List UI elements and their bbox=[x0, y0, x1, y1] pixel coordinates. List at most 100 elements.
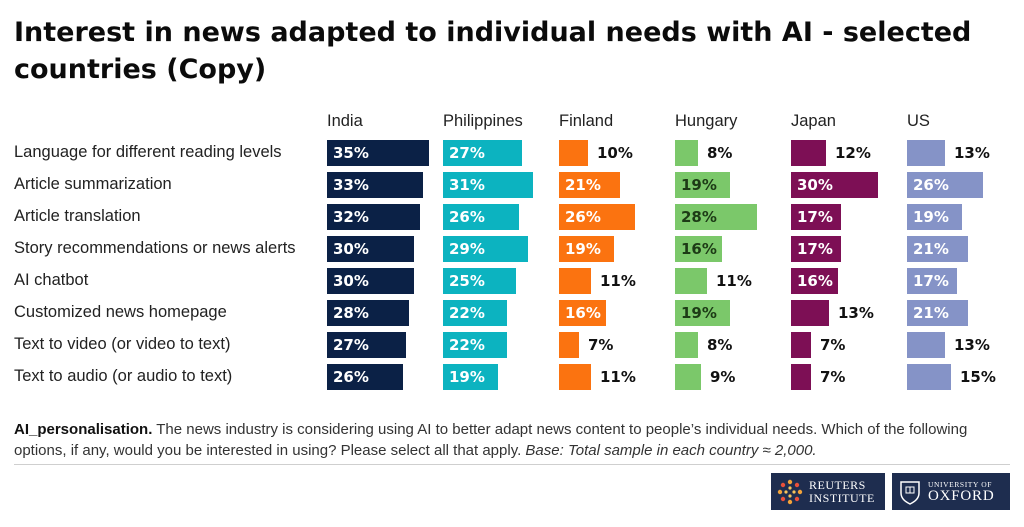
footer-divider bbox=[14, 464, 1010, 465]
bar bbox=[907, 268, 957, 294]
bar bbox=[443, 300, 507, 326]
chart-title: Interest in news adapted to individual n… bbox=[14, 17, 972, 85]
bar bbox=[443, 236, 528, 262]
bar bbox=[907, 140, 945, 166]
bar bbox=[907, 364, 951, 390]
value-label: 29% bbox=[449, 240, 485, 258]
value-label: 33% bbox=[333, 176, 369, 194]
value-label: 11% bbox=[600, 272, 636, 290]
bar bbox=[327, 268, 414, 294]
oxford-line1: UNIVERSITY OF bbox=[928, 479, 992, 489]
value-label: 11% bbox=[716, 272, 752, 290]
bar bbox=[675, 332, 698, 358]
value-label: 27% bbox=[449, 144, 485, 162]
bar bbox=[559, 172, 620, 198]
bar bbox=[327, 300, 409, 326]
bar bbox=[559, 332, 579, 358]
value-label: 28% bbox=[333, 304, 369, 322]
value-label: 15% bbox=[960, 368, 996, 386]
value-label: 17% bbox=[913, 272, 949, 290]
category-label: Article translation bbox=[14, 207, 141, 225]
chart-note: AI_personalisation. The news industry is… bbox=[14, 419, 1004, 461]
bar bbox=[791, 204, 841, 230]
value-label: 26% bbox=[565, 208, 601, 226]
country-header: Finland bbox=[559, 112, 614, 130]
value-label: 7% bbox=[820, 336, 846, 354]
bar bbox=[327, 172, 423, 198]
bar bbox=[791, 364, 811, 390]
bar bbox=[907, 332, 945, 358]
value-label: 35% bbox=[333, 144, 369, 162]
value-label: 19% bbox=[681, 304, 717, 322]
value-label: 17% bbox=[797, 240, 833, 258]
bar bbox=[559, 268, 591, 294]
value-label: 11% bbox=[600, 368, 636, 386]
value-label: 12% bbox=[835, 144, 871, 162]
value-label: 7% bbox=[588, 336, 614, 354]
value-label: 32% bbox=[333, 208, 369, 226]
bar bbox=[675, 140, 698, 166]
value-label: 25% bbox=[449, 272, 485, 290]
value-label: 26% bbox=[333, 368, 369, 386]
bar bbox=[675, 172, 730, 198]
bar bbox=[907, 236, 968, 262]
bar bbox=[443, 204, 519, 230]
value-label: 30% bbox=[333, 272, 369, 290]
value-label: 19% bbox=[913, 208, 949, 226]
value-label: 13% bbox=[954, 336, 990, 354]
bar bbox=[443, 140, 522, 166]
oxford-line2: OXFORD bbox=[928, 487, 995, 504]
bar bbox=[791, 332, 811, 358]
value-label: 19% bbox=[449, 368, 485, 386]
bar bbox=[559, 204, 635, 230]
value-label: 16% bbox=[681, 240, 717, 258]
bar bbox=[327, 140, 429, 166]
category-label: Story recommendations or news alerts bbox=[14, 239, 296, 257]
note-text: The news industry is considering using A… bbox=[14, 421, 968, 459]
category-label: AI chatbot bbox=[14, 271, 89, 289]
category-label: Article summarization bbox=[14, 175, 172, 193]
bar bbox=[443, 332, 507, 358]
reuters-dots-icon bbox=[777, 479, 803, 504]
bar bbox=[675, 300, 730, 326]
category-label: Text to audio (or audio to text) bbox=[14, 367, 233, 385]
value-label: 7% bbox=[820, 368, 846, 386]
value-label: 21% bbox=[913, 240, 949, 258]
value-label: 19% bbox=[565, 240, 601, 258]
value-label: 16% bbox=[565, 304, 601, 322]
country-header: Hungary bbox=[675, 112, 738, 130]
country-header: US bbox=[907, 112, 930, 130]
value-label: 8% bbox=[707, 336, 733, 354]
reuters-line2: INSTITUTE bbox=[809, 490, 875, 505]
value-label: 27% bbox=[333, 336, 369, 354]
bar bbox=[791, 300, 829, 326]
bar bbox=[791, 140, 826, 166]
value-label: 31% bbox=[449, 176, 485, 194]
value-label: 22% bbox=[449, 336, 485, 354]
bar bbox=[559, 236, 614, 262]
bar bbox=[327, 204, 420, 230]
bar bbox=[675, 204, 757, 230]
bar bbox=[675, 268, 707, 294]
bar bbox=[443, 172, 533, 198]
bar bbox=[559, 300, 606, 326]
value-label: 30% bbox=[333, 240, 369, 258]
bar bbox=[327, 332, 406, 358]
value-label: 10% bbox=[597, 144, 633, 162]
bar bbox=[559, 364, 591, 390]
category-label: Customized news homepage bbox=[14, 303, 227, 321]
value-label: 22% bbox=[449, 304, 485, 322]
value-label: 28% bbox=[681, 208, 717, 226]
bar bbox=[443, 268, 516, 294]
value-label: 26% bbox=[913, 176, 949, 194]
reuters-institute-logo: REUTERS INSTITUTE bbox=[771, 473, 885, 510]
oxford-university-logo: UNIVERSITY OF OXFORD bbox=[892, 473, 1010, 510]
category-label: Text to video (or video to text) bbox=[14, 335, 231, 353]
country-header: Philippines bbox=[443, 112, 523, 130]
value-label: 8% bbox=[707, 144, 733, 162]
value-label: 26% bbox=[449, 208, 485, 226]
bar bbox=[327, 236, 414, 262]
value-label: 13% bbox=[838, 304, 874, 322]
bar bbox=[327, 364, 403, 390]
value-label: 21% bbox=[913, 304, 949, 322]
